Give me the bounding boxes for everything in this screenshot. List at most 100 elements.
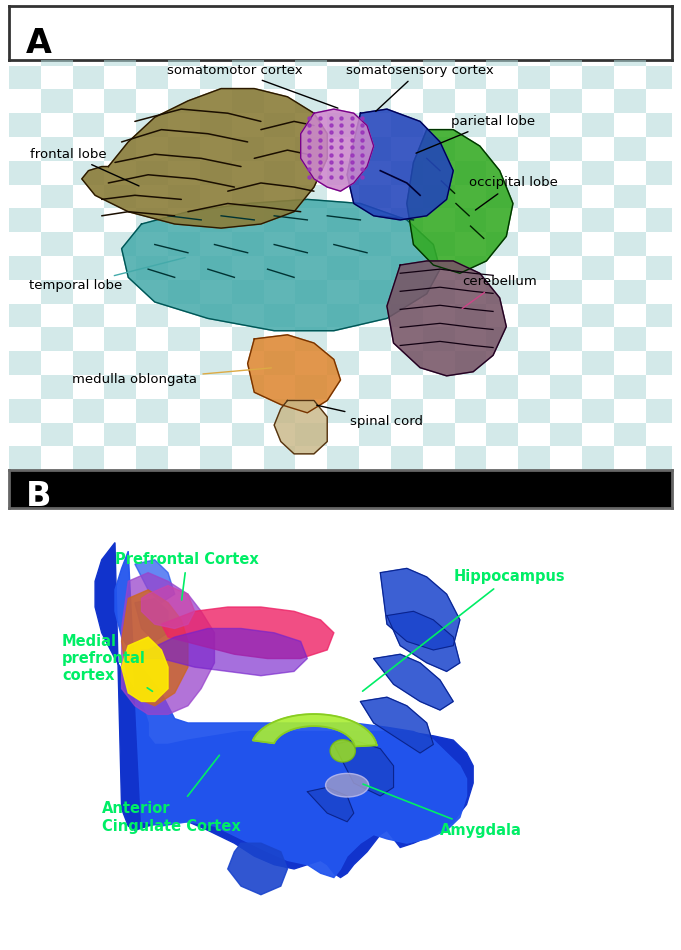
Bar bbox=[455, 446, 486, 470]
Bar bbox=[264, 208, 296, 232]
Bar bbox=[41, 232, 73, 256]
Bar bbox=[73, 161, 104, 184]
Polygon shape bbox=[122, 573, 215, 714]
Bar bbox=[518, 399, 550, 423]
Bar bbox=[550, 375, 582, 399]
Bar bbox=[104, 423, 136, 446]
Text: Anterior
Cingulate Cortex: Anterior Cingulate Cortex bbox=[101, 755, 240, 833]
Bar bbox=[200, 304, 232, 328]
Text: B: B bbox=[25, 481, 51, 513]
Polygon shape bbox=[301, 109, 374, 191]
Bar bbox=[136, 304, 168, 328]
Bar bbox=[136, 352, 168, 375]
Bar bbox=[646, 66, 678, 89]
Bar bbox=[200, 256, 232, 280]
Polygon shape bbox=[82, 88, 328, 228]
Bar bbox=[455, 256, 486, 280]
Bar bbox=[391, 161, 423, 184]
Bar bbox=[550, 42, 582, 66]
Bar bbox=[582, 66, 614, 89]
Bar bbox=[359, 423, 391, 446]
Bar bbox=[550, 280, 582, 304]
Polygon shape bbox=[115, 551, 466, 878]
Bar bbox=[614, 89, 646, 113]
Bar bbox=[423, 375, 455, 399]
Bar bbox=[646, 446, 678, 470]
Bar bbox=[582, 399, 614, 423]
Bar bbox=[73, 208, 104, 232]
Bar bbox=[582, 113, 614, 137]
Polygon shape bbox=[142, 585, 195, 629]
Bar bbox=[200, 161, 232, 184]
Text: spinal cord: spinal cord bbox=[317, 406, 424, 428]
Bar bbox=[518, 113, 550, 137]
Bar bbox=[518, 256, 550, 280]
Bar bbox=[264, 446, 296, 470]
Bar bbox=[486, 328, 518, 352]
Bar bbox=[678, 89, 681, 113]
Text: somatomotor cortex: somatomotor cortex bbox=[167, 64, 338, 108]
Bar bbox=[423, 280, 455, 304]
Polygon shape bbox=[248, 334, 340, 413]
Text: frontal lobe: frontal lobe bbox=[30, 148, 139, 186]
Bar bbox=[9, 208, 41, 232]
Bar bbox=[9, 399, 41, 423]
Text: Medial
prefrontal
cortex: Medial prefrontal cortex bbox=[62, 634, 153, 692]
Bar bbox=[328, 66, 359, 89]
Bar bbox=[136, 113, 168, 137]
Bar bbox=[232, 42, 264, 66]
Polygon shape bbox=[161, 607, 334, 658]
Bar bbox=[614, 184, 646, 208]
Bar bbox=[104, 184, 136, 208]
Bar bbox=[168, 375, 200, 399]
Bar bbox=[359, 280, 391, 304]
Bar bbox=[73, 352, 104, 375]
Bar bbox=[168, 89, 200, 113]
Bar bbox=[359, 328, 391, 352]
Bar bbox=[550, 137, 582, 161]
Bar bbox=[296, 184, 328, 208]
Bar bbox=[136, 161, 168, 184]
Bar bbox=[455, 66, 486, 89]
Bar bbox=[328, 161, 359, 184]
Bar bbox=[582, 256, 614, 280]
Bar bbox=[232, 137, 264, 161]
Bar bbox=[73, 304, 104, 328]
Bar bbox=[678, 423, 681, 446]
Bar bbox=[678, 232, 681, 256]
Bar bbox=[73, 399, 104, 423]
Bar bbox=[678, 280, 681, 304]
Bar bbox=[264, 352, 296, 375]
Bar bbox=[328, 256, 359, 280]
Bar bbox=[678, 42, 681, 66]
Polygon shape bbox=[360, 697, 433, 753]
Bar bbox=[136, 66, 168, 89]
Bar bbox=[423, 423, 455, 446]
Bar bbox=[9, 161, 41, 184]
Bar bbox=[9, 304, 41, 328]
Bar bbox=[423, 137, 455, 161]
Bar bbox=[328, 446, 359, 470]
Bar bbox=[550, 423, 582, 446]
Polygon shape bbox=[135, 560, 175, 602]
Bar bbox=[296, 137, 328, 161]
Bar bbox=[486, 89, 518, 113]
Bar bbox=[232, 328, 264, 352]
Bar bbox=[391, 399, 423, 423]
Bar bbox=[391, 66, 423, 89]
Bar bbox=[391, 256, 423, 280]
Bar bbox=[455, 113, 486, 137]
Bar bbox=[168, 184, 200, 208]
Bar bbox=[328, 352, 359, 375]
Bar bbox=[391, 352, 423, 375]
Bar bbox=[391, 304, 423, 328]
Bar bbox=[646, 113, 678, 137]
Bar bbox=[646, 161, 678, 184]
Bar bbox=[328, 208, 359, 232]
Bar bbox=[264, 161, 296, 184]
Bar bbox=[678, 184, 681, 208]
Polygon shape bbox=[307, 788, 353, 822]
Bar bbox=[232, 280, 264, 304]
Bar bbox=[104, 328, 136, 352]
Bar bbox=[168, 423, 200, 446]
